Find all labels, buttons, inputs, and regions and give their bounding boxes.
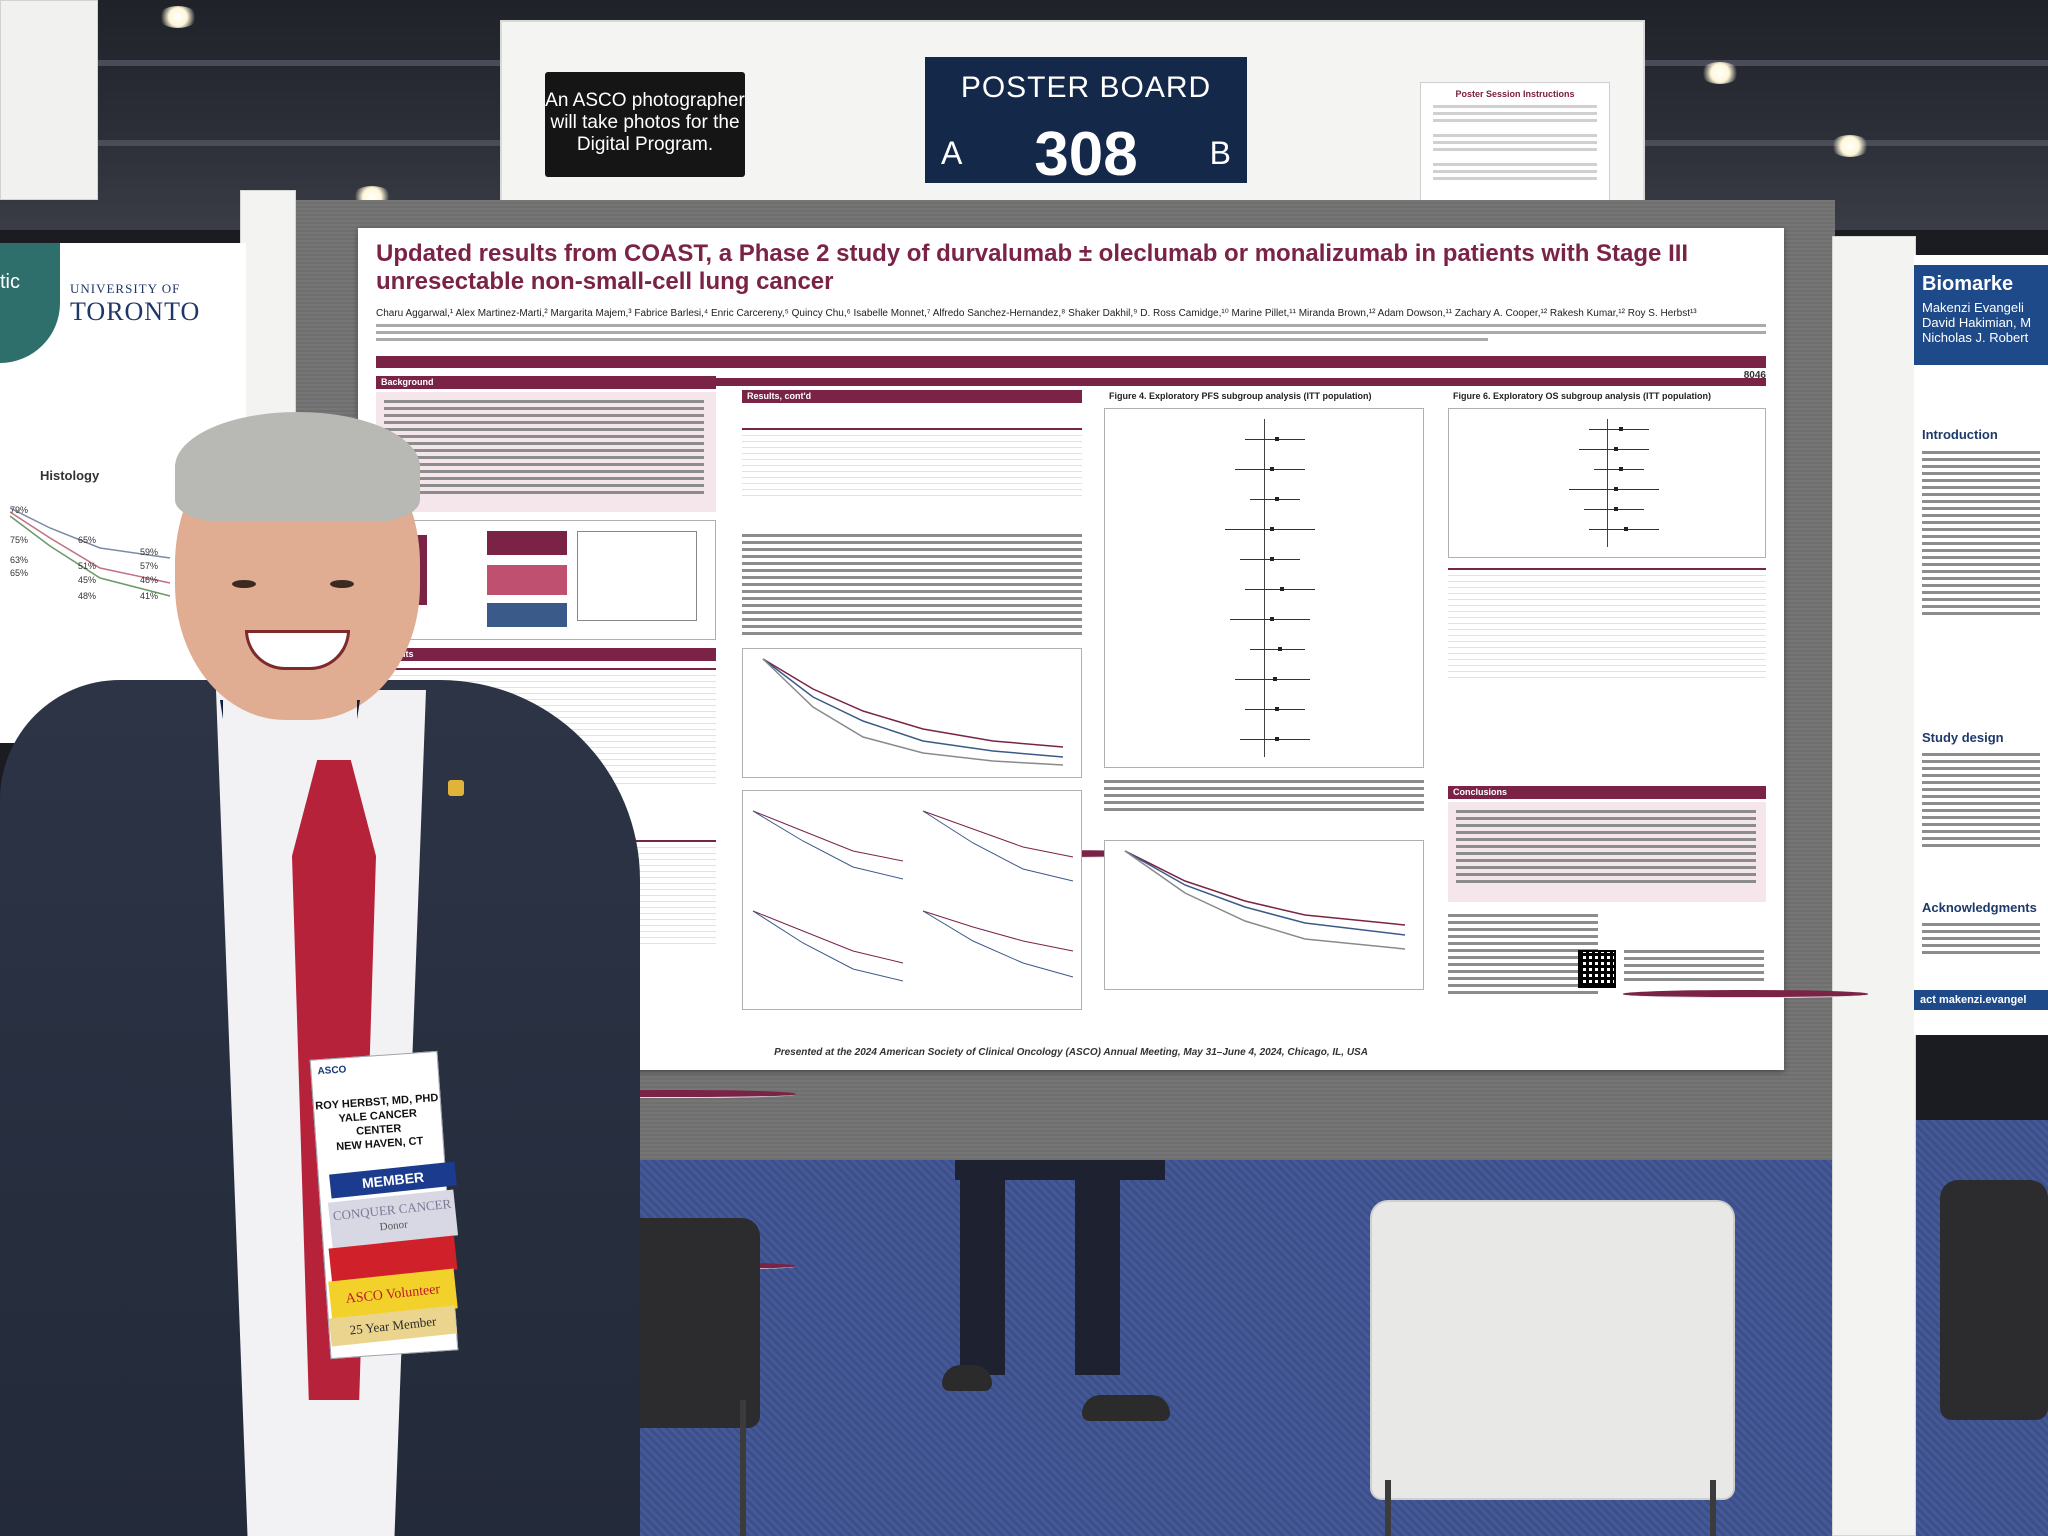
right-contact: act makenzi.evangel [1914,990,2048,1010]
presenter-smile [245,630,350,670]
asco-photographer-note: An ASCO photographer will take photos fo… [545,72,745,177]
left-sign-panel [0,0,98,200]
study-design-diagram [376,520,716,640]
presenter-hair [175,412,420,522]
conclusions-box [1448,802,1766,902]
references [1448,914,1598,998]
left-pct: 79% [10,505,29,515]
university-logo-small: UNIVERSITY OF [70,281,181,296]
presenter-eye [232,580,256,588]
left-pct: 59% [140,547,159,557]
ceiling-light [158,6,198,28]
figure-2-pfs-chart [742,648,1082,778]
lapel-pin [448,780,464,796]
ceiling-light [1700,62,1740,84]
badge-name: ROY HERBST, MD, PHD YALE CANCER CENTER N… [314,1091,439,1154]
passerby-legs-top [955,1160,1165,1180]
left-pct: 65% [78,535,97,545]
right-ack-heading: Acknowledgments [1922,900,2037,915]
board-number: 308 [1034,120,1138,189]
poster-id: 8046 [1743,370,1766,381]
right-poster-title: Biomarke [1922,273,2014,295]
figure-6-heading: Figure 6. Exploratory OS subgroup analys… [1448,390,1766,403]
poster-divider [376,356,1766,368]
poster-divider [376,378,1766,386]
pfs-text [742,534,1082,639]
board-side-b: B [1209,135,1231,171]
background-heading: Background [376,376,716,389]
left-pct: 48% [78,591,97,601]
right-study-design-heading: Study design [1922,730,2004,745]
figure-3-pfs-pdl1-chart [742,790,1082,1010]
poster-title: Updated results from COAST, a Phase 2 st… [376,240,1689,295]
board-frame-right [1832,236,1916,1536]
passerby-leg [960,1160,1005,1375]
figure-5-os-chart [1104,840,1424,990]
left-pct: 45% [78,575,97,585]
passerby-shoe [1082,1395,1170,1421]
chair-white [1370,1200,1735,1500]
left-pct: 46% [140,575,159,585]
presenter-eye [330,580,354,588]
university-logo-big: TORONTO [70,297,201,326]
left-pct: 41% [140,591,159,601]
table-3 [742,428,1162,858]
poster-footer: Presented at the 2024 American Society o… [774,1047,1368,1058]
table-4 [1448,568,1868,998]
right-poster-header: Biomarke Makenzi Evangeli David Hakimian… [1914,265,2048,365]
results-heading: Results [376,648,716,661]
left-pct: 63% [10,555,29,565]
left-pct: 57% [140,561,159,571]
background-box [376,392,716,512]
neighbor-poster-right: Biomarke Makenzi Evangeli David Hakimian… [1914,255,2048,1035]
left-km-chart [10,507,171,597]
poster-session-instructions: Poster Session Instructions [1420,82,1610,222]
figure-4-forest-plot [1104,408,1424,768]
left-poster-accent [0,243,60,363]
chair-black-right [1940,1180,2048,1420]
results-contd-heading: Results, cont'd [742,390,1082,403]
ribbon-donor-text: Donor [379,1218,409,1234]
conclusions-heading: Conclusions [1448,786,1766,799]
poster-affiliations [376,324,1766,348]
passerby-shoe [942,1365,992,1391]
left-pct: 65% [10,568,29,578]
poster-board-number-plate: POSTER BOARD A 308 B [925,57,1247,189]
left-pct: 51% [78,561,97,571]
instructions-title: Poster Session Instructions [1455,89,1575,99]
ceiling-light [1830,135,1870,157]
university-logo: UNIVERSITY OF TORONTO [70,281,200,327]
right-intro-heading: Introduction [1922,427,1998,442]
figure-4-heading: Figure 4. Exploratory PFS subgroup analy… [1104,390,1424,403]
right-poster-authors: Makenzi Evangeli David Hakimian, M Nicho… [1922,300,2032,345]
figure-6-forest-plot [1448,408,1766,558]
qr-code [1578,950,1616,988]
poster-authors: Charu Aggarwal,¹ Alex Martinez-Marti,² M… [376,308,1697,319]
board-side-a: A [941,135,963,171]
board-title: POSTER BOARD [960,71,1212,104]
left-pct: 75% [10,535,29,545]
passerby-leg [1075,1160,1120,1375]
badge-org: ASCO [317,1064,347,1078]
os-text [1104,780,1424,815]
histology-label: Histology [40,468,100,483]
left-poster-title-fragment: tic [0,271,20,293]
